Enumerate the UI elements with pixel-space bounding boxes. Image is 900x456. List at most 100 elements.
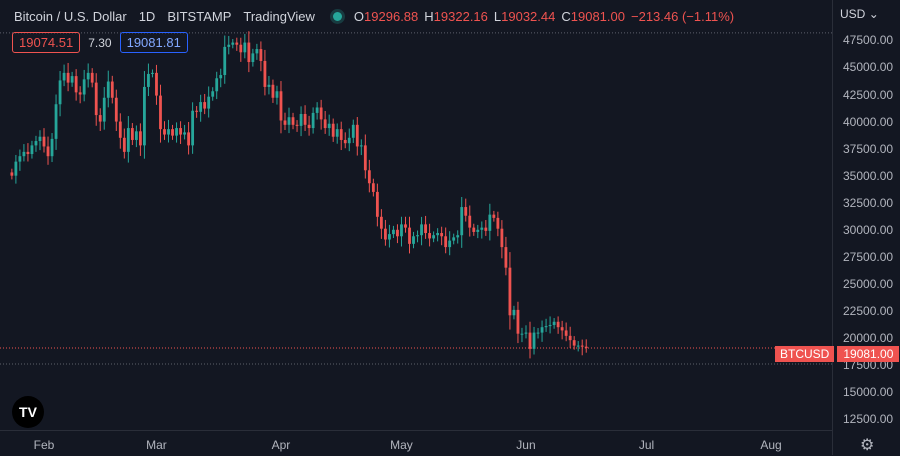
candle[interactable] <box>279 81 283 134</box>
candle[interactable] <box>263 49 267 96</box>
candle[interactable] <box>440 226 444 246</box>
candle[interactable] <box>560 320 564 340</box>
candle[interactable] <box>416 230 419 243</box>
candle[interactable] <box>58 71 62 117</box>
candle[interactable] <box>388 224 391 248</box>
candle[interactable] <box>14 154 18 184</box>
candle[interactable] <box>187 121 191 155</box>
candle[interactable] <box>532 326 536 355</box>
candle[interactable] <box>580 339 584 356</box>
candle[interactable] <box>183 124 186 140</box>
candle[interactable] <box>18 149 22 171</box>
candle[interactable] <box>464 198 468 222</box>
candle[interactable] <box>110 75 114 104</box>
candle[interactable] <box>267 76 271 95</box>
candle[interactable] <box>86 63 90 88</box>
candle[interactable] <box>315 102 319 120</box>
candle[interactable] <box>235 37 239 51</box>
candle[interactable] <box>299 106 303 137</box>
candle[interactable] <box>508 252 512 330</box>
candle[interactable] <box>476 224 480 239</box>
candle[interactable] <box>392 225 395 239</box>
candle[interactable] <box>251 48 255 67</box>
candle[interactable] <box>552 318 556 329</box>
candle[interactable] <box>576 341 580 352</box>
candle[interactable] <box>42 128 46 153</box>
candle[interactable] <box>351 119 355 143</box>
candle[interactable] <box>126 116 130 163</box>
candle[interactable] <box>118 113 122 149</box>
candle[interactable] <box>355 117 359 156</box>
candle[interactable] <box>275 85 279 105</box>
candle[interactable] <box>195 106 199 118</box>
candle[interactable] <box>468 205 472 237</box>
candle[interactable] <box>544 318 548 332</box>
candle[interactable] <box>484 219 488 236</box>
candle[interactable] <box>404 216 407 233</box>
candle[interactable] <box>295 120 299 132</box>
candle[interactable] <box>472 223 476 236</box>
candle[interactable] <box>30 140 34 159</box>
candle[interactable] <box>420 216 423 246</box>
candle[interactable] <box>78 86 82 104</box>
candlestick-chart[interactable] <box>0 0 832 430</box>
candle[interactable] <box>488 203 492 241</box>
candle[interactable] <box>408 216 411 254</box>
candle[interactable] <box>564 322 568 342</box>
candle[interactable] <box>452 233 456 245</box>
candle[interactable] <box>456 230 460 244</box>
candle[interactable] <box>480 221 484 239</box>
candle[interactable] <box>536 328 540 339</box>
candle[interactable] <box>323 110 327 134</box>
candle[interactable] <box>227 35 231 55</box>
candle[interactable] <box>122 128 126 159</box>
candle[interactable] <box>143 71 146 159</box>
candle[interactable] <box>215 71 219 100</box>
candle[interactable] <box>311 107 315 134</box>
candle[interactable] <box>428 223 431 247</box>
candle[interactable] <box>496 211 500 237</box>
candle[interactable] <box>54 94 58 150</box>
candle[interactable] <box>163 121 166 140</box>
candle[interactable] <box>436 228 440 242</box>
candle[interactable] <box>512 305 516 320</box>
candle[interactable] <box>134 125 138 148</box>
candle[interactable] <box>287 107 291 134</box>
candle[interactable] <box>492 210 496 222</box>
candle[interactable] <box>432 231 436 243</box>
candle[interactable] <box>327 114 331 136</box>
candle[interactable] <box>155 64 158 105</box>
candle[interactable] <box>412 231 415 249</box>
candle[interactable] <box>540 320 544 342</box>
candle[interactable] <box>584 339 588 353</box>
candle[interactable] <box>384 219 387 246</box>
candle[interactable] <box>347 128 351 152</box>
candle[interactable] <box>239 37 243 62</box>
candle[interactable] <box>151 69 154 78</box>
candle[interactable] <box>94 73 98 126</box>
candle[interactable] <box>159 84 162 143</box>
candle[interactable] <box>199 94 203 122</box>
candle[interactable] <box>520 327 524 343</box>
candle[interactable] <box>247 31 251 73</box>
candle[interactable] <box>259 41 263 72</box>
symbol-name[interactable]: Bitcoin / U.S. Dollar <box>14 9 127 24</box>
candle[interactable] <box>211 87 215 101</box>
time-axis[interactable] <box>0 430 832 456</box>
candle[interactable] <box>191 102 195 154</box>
candle[interactable] <box>363 134 367 179</box>
gear-icon[interactable]: ⚙ <box>860 437 875 454</box>
candle[interactable] <box>504 236 508 276</box>
candle[interactable] <box>528 321 532 359</box>
interval-label[interactable]: 1D <box>138 9 156 24</box>
candle[interactable] <box>568 326 572 348</box>
candle[interactable] <box>114 89 118 131</box>
candle[interactable] <box>175 122 178 143</box>
candle[interactable] <box>448 231 452 256</box>
candle[interactable] <box>74 69 78 101</box>
candle[interactable] <box>130 123 134 145</box>
candle[interactable] <box>524 325 528 339</box>
candle[interactable] <box>34 135 38 152</box>
candle[interactable] <box>283 112 287 131</box>
candle[interactable] <box>424 215 427 239</box>
